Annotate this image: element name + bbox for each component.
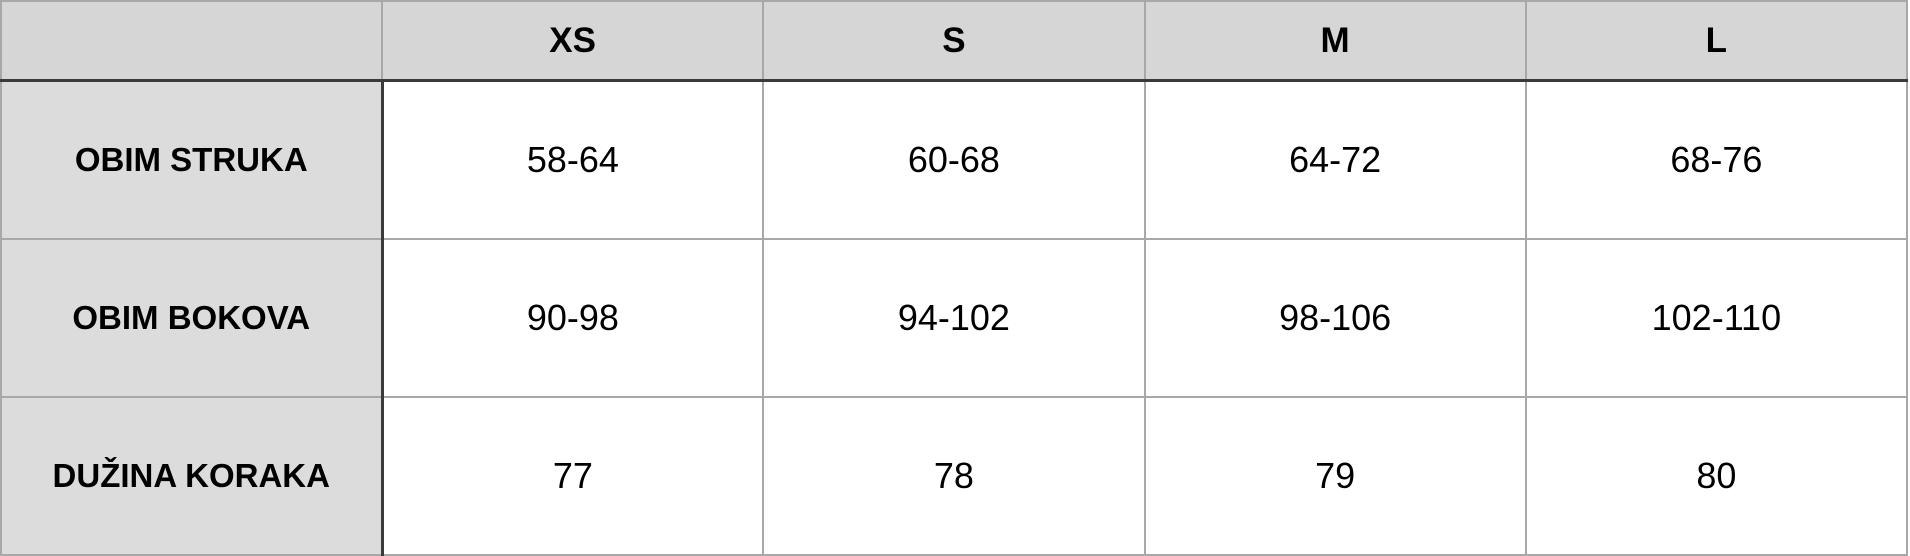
table-cell: 94-102: [762, 238, 1146, 398]
table-cell: 64-72: [1143, 79, 1527, 240]
table-cell: 78: [762, 396, 1146, 556]
table-cell: 79: [1143, 396, 1527, 556]
table-cell: 58-64: [380, 79, 765, 240]
table-cell: 77: [380, 396, 765, 556]
column-header-xs: XS: [380, 0, 765, 82]
row-header: OBIM STRUKA: [0, 79, 384, 240]
column-header-s: S: [762, 0, 1146, 82]
table-cell: 90-98: [380, 238, 765, 398]
table-cell: 80: [1524, 396, 1909, 556]
header-row: XS S M L: [0, 0, 1909, 82]
table-cell: 68-76: [1524, 79, 1909, 240]
column-header-m: M: [1143, 0, 1527, 82]
corner-cell: [0, 0, 383, 82]
column-header-l: L: [1524, 0, 1909, 82]
row-header: DUŽINA KORAKA: [0, 396, 384, 556]
row-header: OBIM BOKOVA: [0, 238, 384, 398]
table-cell: 102-110: [1524, 238, 1909, 398]
table-row: OBIM BOKOVA 90-98 94-102 98-106 102-110: [0, 238, 1909, 398]
table-row: DUŽINA KORAKA 77 78 79 80: [0, 396, 1909, 556]
table-cell: 98-106: [1143, 238, 1527, 398]
table-row: OBIM STRUKA 58-64 60-68 64-72 68-76: [0, 79, 1909, 240]
table-cell: 60-68: [762, 79, 1146, 240]
